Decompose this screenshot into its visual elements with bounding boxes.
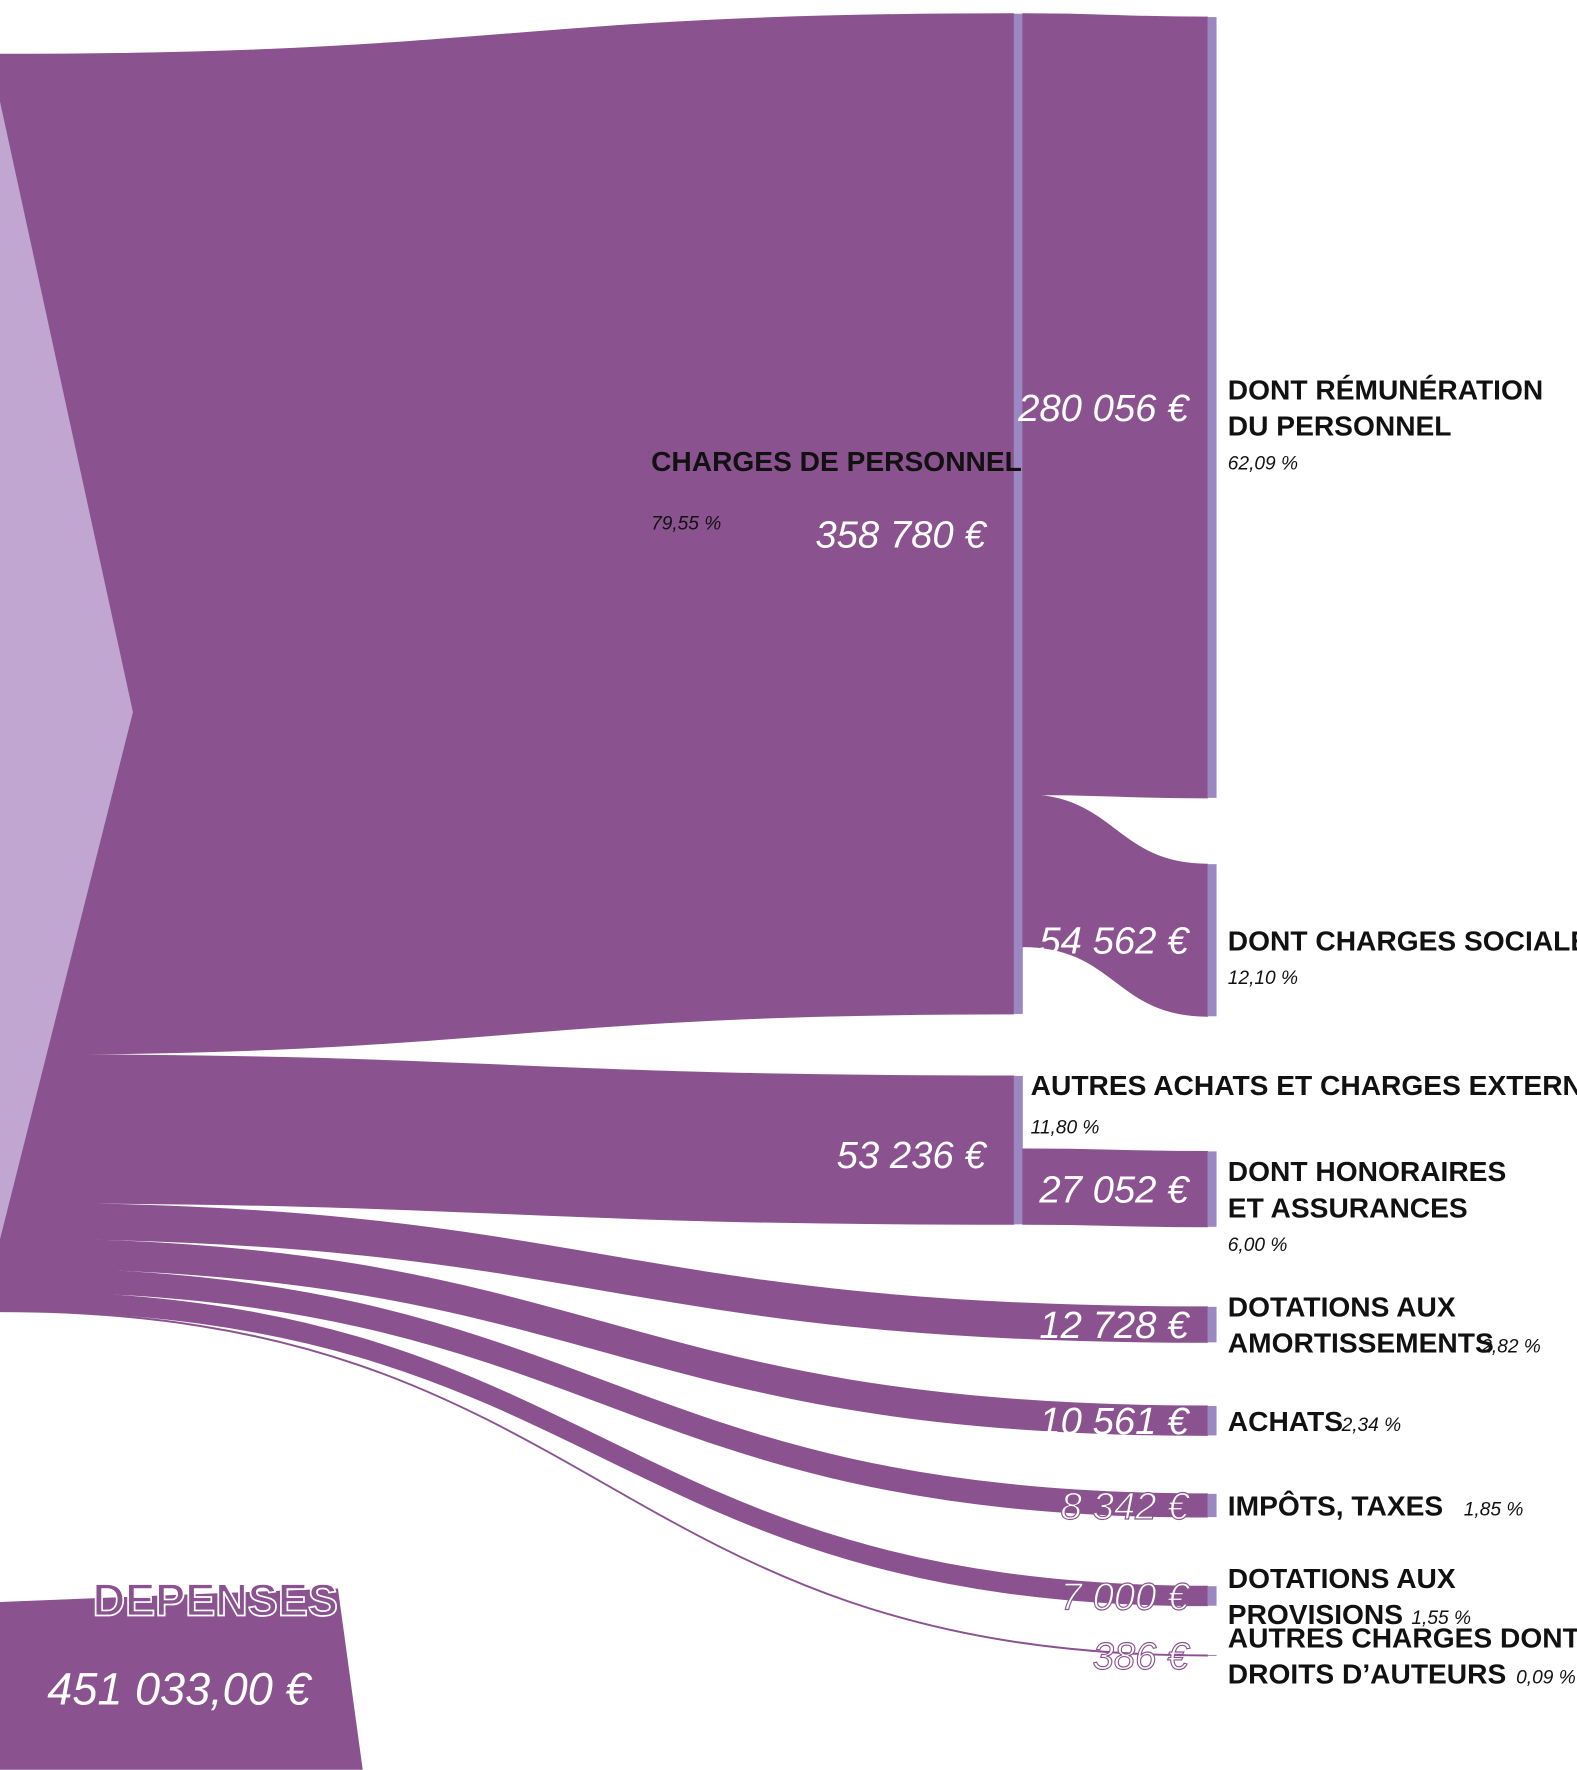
node-name: DONT CHARGES SOCIALES xyxy=(1228,925,1577,956)
flow xyxy=(1022,794,1208,1017)
node xyxy=(1207,1151,1217,1227)
share-label: 2,82 % xyxy=(1480,1337,1541,1358)
share-label: 2,34 % xyxy=(1341,1415,1402,1436)
value-label: 358 780 € xyxy=(815,514,987,557)
node-name: DOTATIONS AUX xyxy=(1228,1292,1456,1323)
node xyxy=(1207,1493,1217,1518)
node-name: DU PERSONNEL xyxy=(1228,411,1452,442)
node-name: AMORTISSEMENTS xyxy=(1228,1328,1494,1359)
node-name: AUTRES ACHATS ET CHARGES EXTERNES xyxy=(1031,1070,1577,1101)
value-label: 386 € xyxy=(1093,1635,1191,1678)
node-name: DONT HONORAIRES xyxy=(1228,1156,1506,1187)
node-name: DROITS D’AUTEURS xyxy=(1228,1659,1506,1690)
share-label: 79,55 % xyxy=(651,514,721,535)
share-label: 62,09 % xyxy=(1228,453,1298,474)
share-label: 11,80 % xyxy=(1031,1117,1100,1138)
total-box xyxy=(0,1588,363,1770)
flows xyxy=(0,13,1217,1657)
flow xyxy=(0,1290,1208,1607)
node-name: ACHATS xyxy=(1228,1406,1343,1437)
value-label: 10 561 € xyxy=(1039,1400,1190,1443)
share-label: 12,10 % xyxy=(1228,968,1298,989)
share-label: 1,85 % xyxy=(1464,1500,1524,1521)
share-label: 0,09 % xyxy=(1516,1668,1576,1689)
total-label: 451 033,00 € xyxy=(47,1663,313,1714)
node xyxy=(1207,1654,1217,1656)
node-name: ET ASSURANCES xyxy=(1228,1192,1468,1223)
source-band xyxy=(0,101,133,1240)
node-name: CHARGES DE PERSONNEL xyxy=(651,446,1022,477)
share-label: 1,55 % xyxy=(1411,1608,1471,1629)
node-name: DONT RÉMUNÉRATION xyxy=(1228,375,1543,406)
node-name: IMPÔTS, TAXES xyxy=(1228,1491,1443,1522)
node-name: PROVISIONS xyxy=(1228,1599,1403,1630)
value-label: 27 052 € xyxy=(1038,1169,1190,1212)
node xyxy=(1013,13,1023,1014)
flow xyxy=(1022,13,1208,799)
node xyxy=(1207,1586,1217,1606)
flow xyxy=(0,1267,1208,1518)
node-name: DOTATIONS AUX xyxy=(1228,1563,1456,1594)
flow xyxy=(0,1237,1208,1436)
flow xyxy=(0,1310,1208,1657)
value-label: 280 056 € xyxy=(1017,387,1190,430)
node-name: AUTRES CHARGES DONT xyxy=(1228,1623,1577,1654)
node xyxy=(1013,1075,1023,1225)
value-label: 8 342 € xyxy=(1061,1485,1190,1528)
node xyxy=(1207,17,1217,798)
node xyxy=(1207,1405,1217,1436)
value-label: 7 000 € xyxy=(1061,1575,1190,1618)
flow xyxy=(1022,1148,1208,1228)
value-label: 12 728 € xyxy=(1039,1304,1190,1347)
value-label: 54 562 € xyxy=(1039,920,1190,963)
chart-title: DEPENSES xyxy=(93,1574,338,1625)
node xyxy=(1207,1306,1217,1343)
node xyxy=(1207,864,1217,1017)
value-label: 53 236 € xyxy=(837,1134,988,1177)
share-label: 6,00 % xyxy=(1228,1235,1288,1256)
labels: 280 056 € DONT RÉMUNÉRATION DU PERSONNEL 62… xyxy=(651,375,1577,1690)
